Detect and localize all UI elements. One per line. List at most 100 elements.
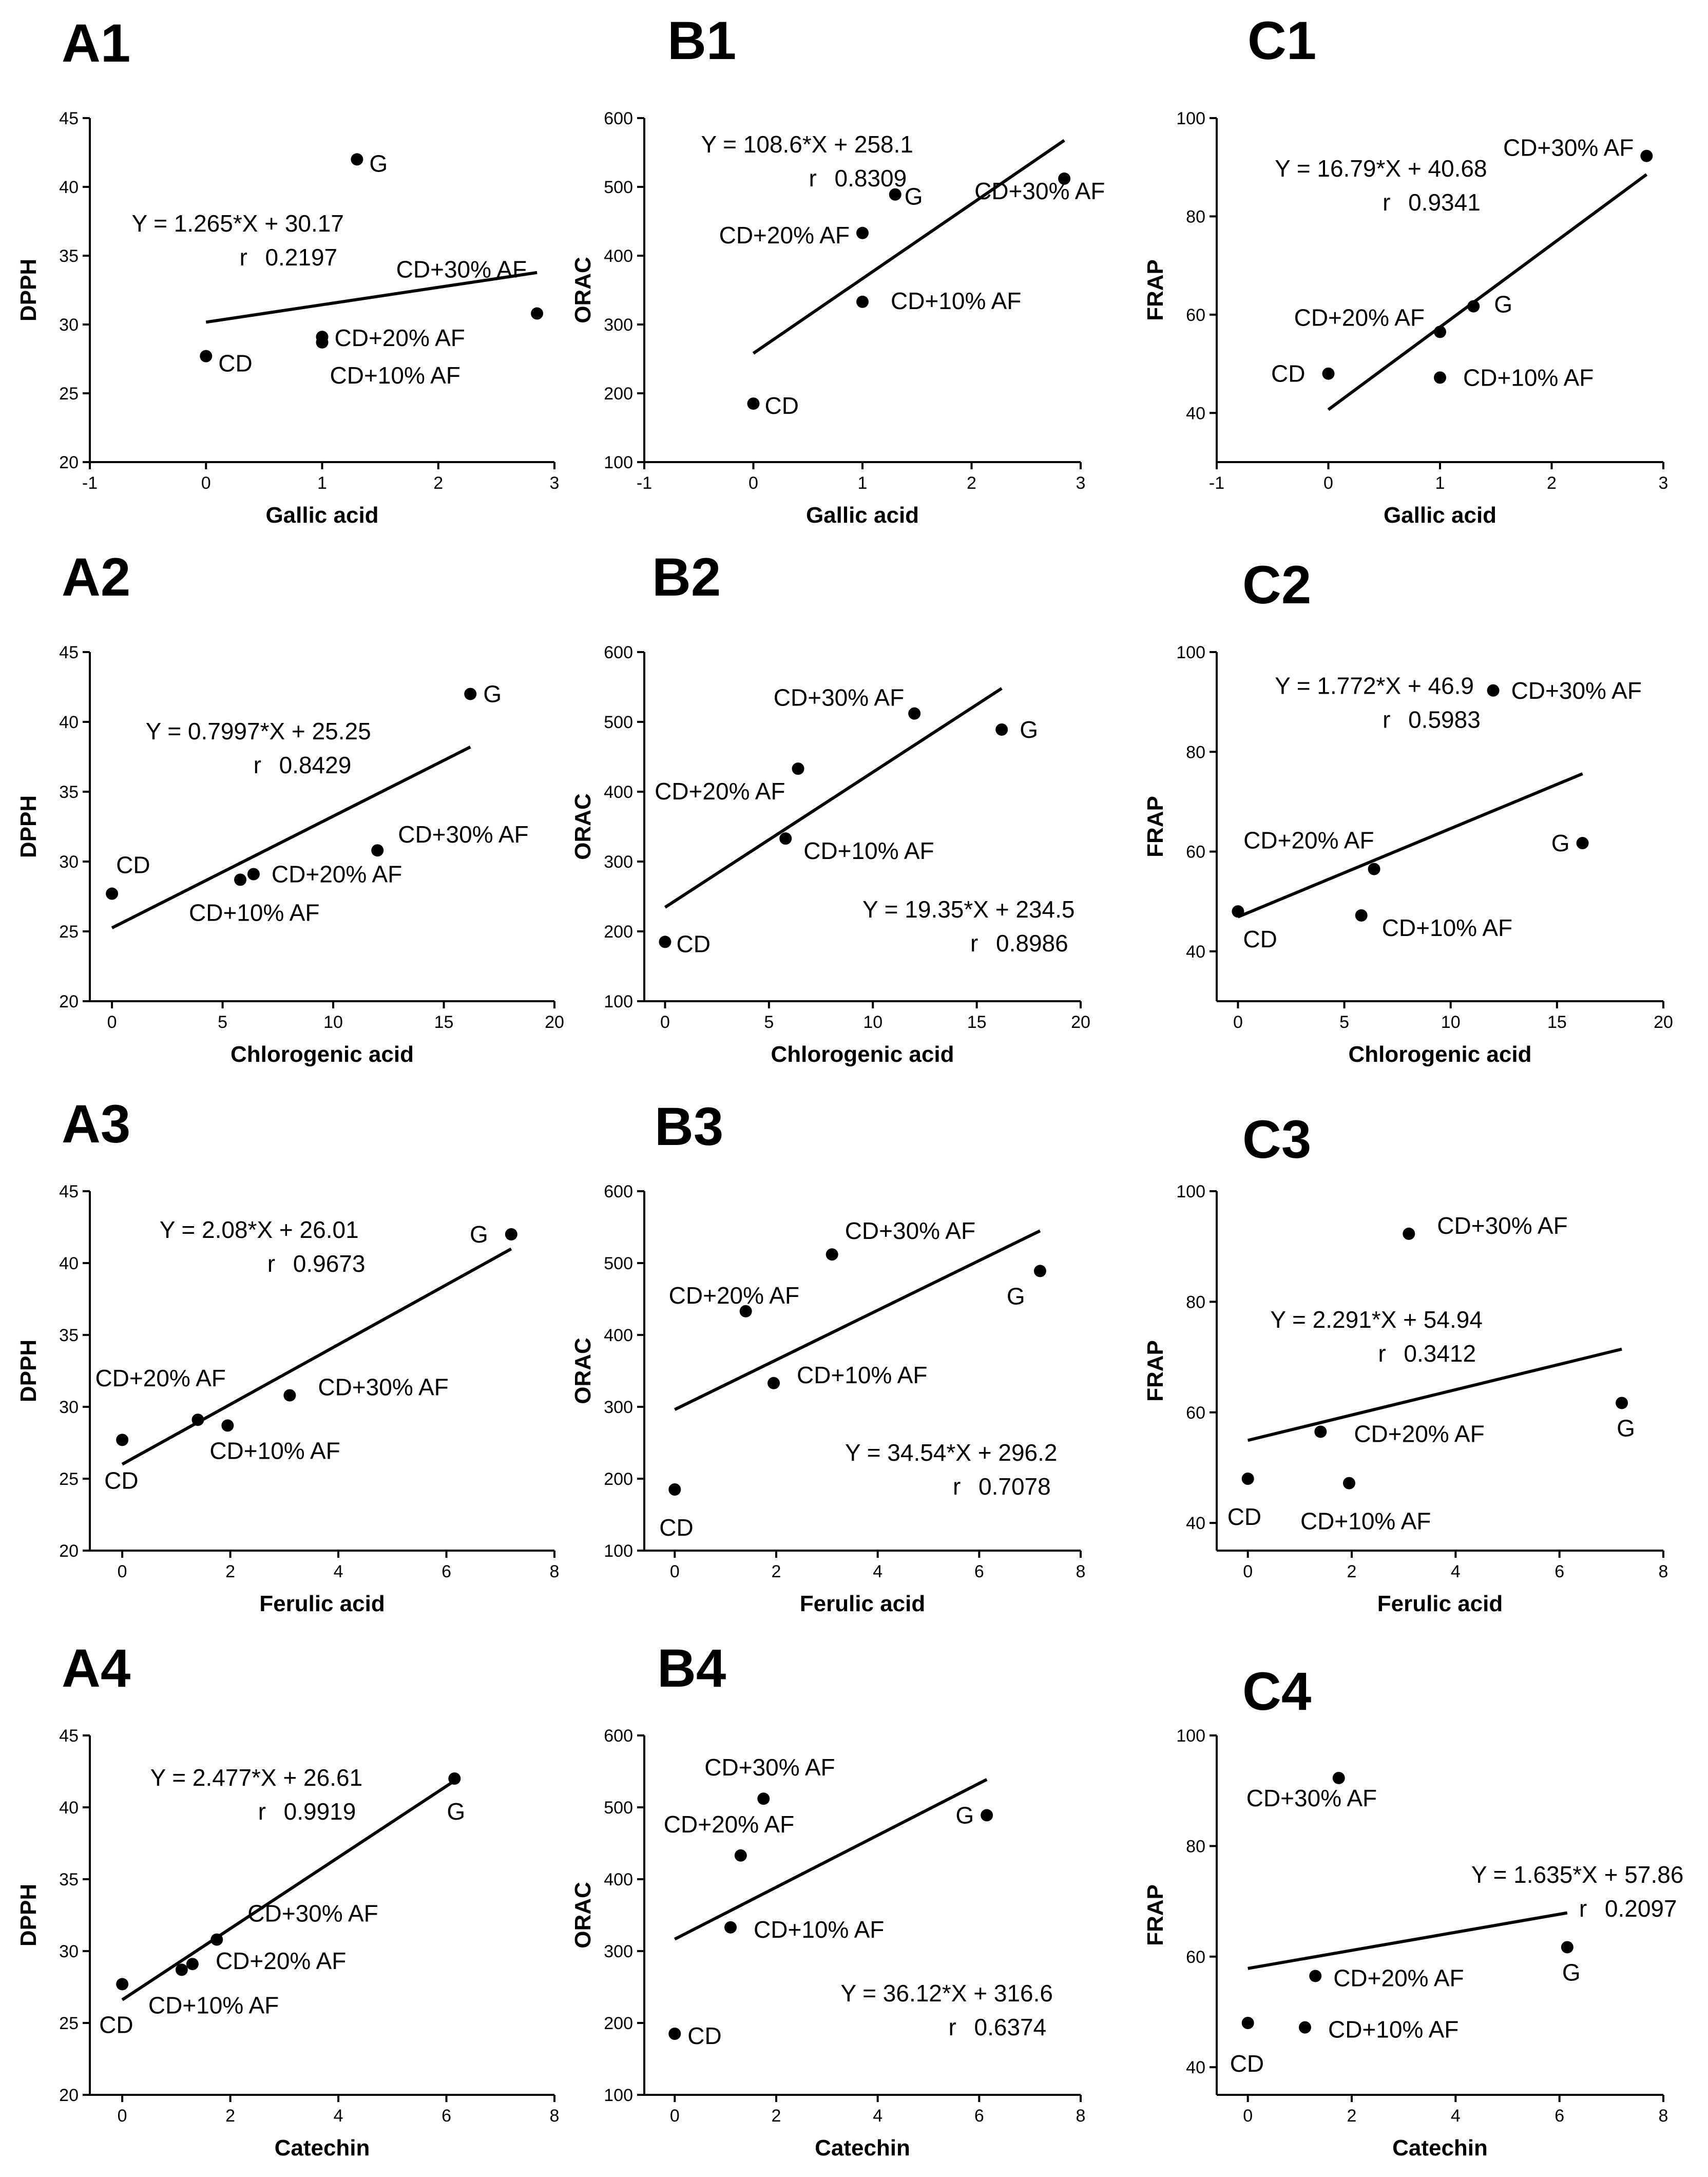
data-point <box>767 1377 780 1389</box>
x-tick-label: 2 <box>225 2106 235 2126</box>
x-tick-label: 4 <box>1451 1562 1461 1581</box>
y-tick-label: 25 <box>59 384 79 404</box>
point-label: CD+20% AF <box>1243 827 1374 854</box>
data-point <box>779 832 792 845</box>
r-label: r <box>254 752 261 778</box>
x-tick-label: 6 <box>974 1562 984 1581</box>
data-point <box>889 188 901 201</box>
point-label: CD <box>116 852 150 879</box>
regression-equation: Y = 1.635*X + 57.86 <box>1471 1861 1684 1888</box>
data-point <box>668 1483 681 1496</box>
point-label: CD <box>659 1514 693 1541</box>
y-tick-label: 40 <box>59 713 79 732</box>
y-tick-label: 25 <box>59 1469 79 1489</box>
y-axis-title: DPPH <box>16 259 41 321</box>
y-tick-label: 500 <box>604 713 633 732</box>
point-label: G <box>1551 830 1570 856</box>
data-point <box>908 707 921 720</box>
x-tick-label: 4 <box>334 2106 343 2126</box>
panel-b4: B4 0 2 4 6 8 100 200 300 400 500 600 Catechin ORAC CD C… <box>570 1638 1085 2161</box>
y-tick-label: 600 <box>604 643 633 662</box>
data-point <box>1298 2021 1311 2034</box>
y-tick-label: 400 <box>604 1326 633 1345</box>
y-tick-label: 100 <box>1176 1726 1205 1746</box>
r-label: r <box>1383 706 1390 733</box>
x-axis-title: Gallic acid <box>806 503 919 528</box>
y-tick-label: 100 <box>604 992 633 1011</box>
x-tick-label: 1 <box>317 473 327 493</box>
y-tick-label: 25 <box>59 922 79 942</box>
data-point <box>371 844 384 857</box>
x-tick-label: 20 <box>545 1013 564 1032</box>
y-tick-label: 20 <box>59 992 79 1011</box>
point-label: CD+20% AF <box>1354 1420 1484 1447</box>
point-label: CD+30% AF <box>974 178 1105 204</box>
y-tick-label: 100 <box>604 453 633 472</box>
r-label: r <box>267 1250 275 1277</box>
y-tick-label: 600 <box>604 1182 633 1201</box>
r-label: r <box>239 244 247 271</box>
point-label: CD+10% AF <box>330 362 460 389</box>
panel-label: B1 <box>667 11 736 71</box>
panel-label: A3 <box>62 1094 130 1154</box>
panel-c1: C1 -1 0 1 2 3 40 60 80 100 Gallic acid FRAP CD CD+10%… <box>1143 11 1668 528</box>
y-tick-label: 40 <box>1186 2058 1205 2077</box>
point-label: CD+20% AF <box>1333 1964 1464 1991</box>
panel-c4: C4 0 2 4 6 8 40 60 80 100 Catechin FRAP CD CD+10% AF C… <box>1143 1662 1683 2161</box>
x-tick-label: 8 <box>550 2106 560 2126</box>
y-tick-label: 100 <box>604 2086 633 2105</box>
panel-b3: B3 0 2 4 6 8 100 200 300 400 500 600 Ferulic acid ORA… <box>570 1097 1085 1616</box>
x-tick-label: -1 <box>82 473 98 493</box>
point-label: CD+10% AF <box>891 288 1021 314</box>
y-tick-label: 300 <box>604 1398 633 1417</box>
x-tick-label: 6 <box>1555 1562 1564 1581</box>
x-tick-label: 0 <box>660 1013 670 1032</box>
r-value: 0.2197 <box>265 244 337 271</box>
point-label: G <box>905 183 923 210</box>
r-value: 0.8309 <box>835 165 907 192</box>
data-point <box>1487 684 1500 697</box>
point-label: CD+10% AF <box>1300 1508 1431 1535</box>
point-label: CD+30% AF <box>774 684 904 711</box>
y-tick-label: 100 <box>1176 109 1205 128</box>
panel-c2: C2 0 5 10 15 20 40 60 80 100 Chlorogenic acid FRAP C… <box>1143 555 1673 1067</box>
x-tick-label: 4 <box>1451 2106 1461 2126</box>
y-tick-label: 500 <box>604 1254 633 1273</box>
y-tick-label: 300 <box>604 315 633 335</box>
x-tick-label: 5 <box>218 1013 227 1032</box>
point-label: CD+30% AF <box>396 256 527 283</box>
point-label: G <box>470 1221 488 1248</box>
point-label: G <box>1007 1283 1025 1309</box>
regression-line <box>121 1779 455 2001</box>
x-tick-label: 0 <box>1243 1562 1253 1581</box>
regression-line <box>1248 1911 1568 1970</box>
y-axis-title: ORAC <box>570 1882 596 1949</box>
data-point <box>210 1933 223 1946</box>
x-tick-label: 0 <box>201 473 211 493</box>
y-tick-label: 40 <box>1186 942 1205 962</box>
x-tick-label: 10 <box>1441 1013 1461 1032</box>
data-point <box>1241 1473 1254 1485</box>
y-tick-label: 45 <box>59 1182 79 1201</box>
data-point <box>1332 1771 1345 1784</box>
x-tick-label: 2 <box>772 2106 781 2126</box>
y-tick-label: 200 <box>604 384 633 404</box>
x-tick-label: 2 <box>1347 1562 1357 1581</box>
y-tick-label: 600 <box>604 109 633 128</box>
panel-label: C2 <box>1242 555 1311 615</box>
r-label: r <box>1378 1340 1386 1367</box>
point-label: CD+30% AF <box>1437 1212 1567 1239</box>
y-axis-title: ORAC <box>570 793 596 860</box>
y-tick-label: 80 <box>1186 207 1205 226</box>
x-axis-title: Catechin <box>275 2135 370 2161</box>
data-point <box>351 153 363 166</box>
y-tick-label: 500 <box>604 178 633 197</box>
point-label: G <box>1562 1959 1581 1985</box>
y-tick-label: 25 <box>59 2014 79 2033</box>
point-label: CD+30% AF <box>1503 135 1634 161</box>
point-label: CD+30% AF <box>845 1217 975 1244</box>
regression-line <box>1327 173 1648 411</box>
panel-a4: A4 0 2 4 6 8 20 25 30 35 40 45 Catechin DPPH CD CD+10% … <box>16 1638 559 2161</box>
x-tick-label: 10 <box>323 1013 343 1032</box>
